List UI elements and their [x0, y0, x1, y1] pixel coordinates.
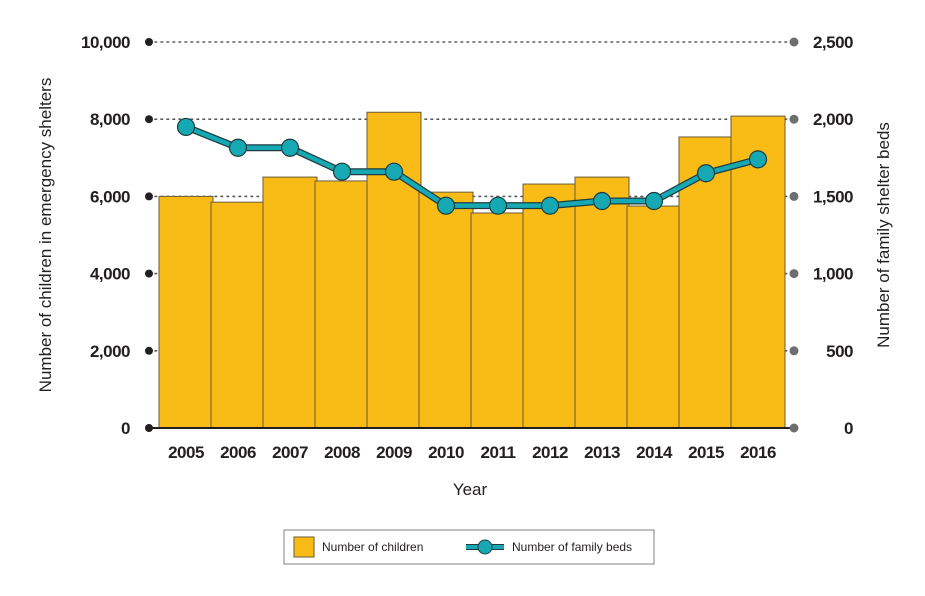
left-axis-dot — [145, 424, 153, 432]
line-point-2005 — [176, 117, 196, 137]
x-tick-label: 2009 — [376, 443, 412, 462]
left-axis-ticks: 0 2,000 4,000 6,000 8,000 10,000 — [81, 33, 153, 438]
x-tick-label: 2015 — [688, 443, 724, 462]
x-axis-ticks: 2005 2006 2007 2008 2009 2010 2011 2012 2013 2014… — [168, 443, 776, 462]
bar-2010 — [418, 191, 474, 429]
bar-2009 — [366, 111, 422, 429]
line-point-2006 — [228, 138, 248, 157]
x-tick-label: 2006 — [220, 443, 256, 462]
bar-2011 — [470, 212, 526, 429]
line-point-2007 — [280, 138, 300, 157]
bar-2006 — [210, 201, 266, 429]
right-axis-dot — [789, 191, 799, 201]
right-axis-dot — [789, 114, 799, 124]
legend-marker-beds — [477, 539, 493, 555]
line-point-2011 — [488, 196, 508, 215]
line-series-family-beds — [176, 117, 768, 215]
bar-2008 — [314, 180, 370, 429]
left-axis-dot — [145, 269, 153, 278]
legend: Number of children Number of family beds — [283, 529, 655, 565]
right-tick-label: 1,500 — [813, 187, 853, 206]
bar-2007 — [262, 176, 318, 429]
right-axis-dot — [789, 37, 799, 47]
line-point-2016 — [748, 150, 768, 169]
x-tick-label: 2010 — [428, 443, 464, 462]
line-point-2015 — [696, 164, 716, 183]
right-tick-label: 2,500 — [813, 33, 853, 52]
left-tick-label: 6,000 — [90, 187, 130, 206]
right-axis-dot — [789, 346, 799, 356]
bar-2005 — [158, 195, 214, 429]
left-tick-label: 2,000 — [90, 342, 130, 361]
line-point-2008 — [332, 162, 352, 181]
legend-label-beds: Number of family beds — [512, 540, 632, 554]
legend-label-children: Number of children — [322, 540, 423, 554]
right-tick-label: 2,000 — [813, 110, 853, 129]
x-tick-label: 2014 — [636, 443, 673, 462]
right-tick-label: 500 — [826, 342, 853, 361]
left-tick-label: 8,000 — [90, 110, 130, 129]
x-tick-label: 2008 — [324, 443, 360, 462]
line-point-2014 — [644, 191, 664, 211]
bar-2013 — [574, 176, 630, 429]
line-point-2010 — [436, 196, 456, 215]
left-axis-dot — [145, 115, 153, 124]
right-axis-dot — [789, 269, 799, 279]
bar-2012 — [522, 183, 578, 429]
x-tick-label: 2016 — [740, 443, 776, 462]
left-tick-label: 10,000 — [81, 33, 130, 52]
right-axis-label: Number of family shelter beds — [874, 122, 893, 348]
left-tick-label: 4,000 — [90, 265, 130, 284]
right-axis-dot — [789, 423, 799, 433]
left-axis-label: Number of children in emergency shelters — [36, 78, 55, 393]
x-tick-label: 2011 — [481, 443, 516, 462]
x-tick-label: 2012 — [532, 443, 568, 462]
left-axis-dot — [145, 38, 153, 46]
x-tick-label: 2013 — [584, 443, 620, 462]
x-tick-label: 2005 — [168, 443, 204, 462]
bar-2014 — [626, 205, 682, 429]
line-point-2012 — [540, 196, 560, 215]
bar-series-children — [158, 111, 786, 429]
right-axis-ticks: 0 500 1,000 1,500 2,000 2,500 — [789, 33, 854, 438]
x-tick-label: 2007 — [272, 443, 308, 462]
left-axis-dot — [145, 346, 153, 355]
left-tick-label: 0 — [121, 419, 130, 438]
right-tick-label: 0 — [844, 419, 853, 438]
right-tick-label: 1,000 — [813, 265, 853, 284]
x-axis-label: Year — [453, 480, 488, 499]
left-axis-dot — [145, 192, 153, 201]
line-point-2009 — [384, 162, 404, 181]
legend-swatch-children — [293, 536, 315, 558]
line-point-2013 — [592, 191, 612, 211]
